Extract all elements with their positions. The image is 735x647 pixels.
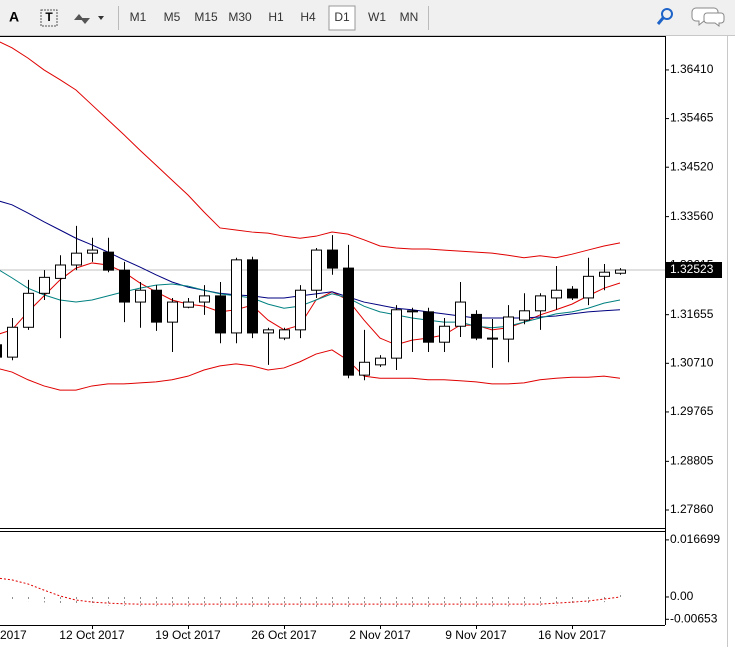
timeframe-button[interactable]: M15 <box>194 10 218 24</box>
x-tick-label: 12 Oct 2017 <box>59 628 125 642</box>
search-icon-handle <box>656 17 665 25</box>
candle-body <box>151 289 162 323</box>
candle-body <box>535 295 546 312</box>
candle-body <box>439 325 450 343</box>
y-tick-label: 1.35465 <box>670 111 714 125</box>
y-tick-label: 1.27860 <box>670 502 714 516</box>
timeframe-button[interactable]: H1 <box>268 10 284 24</box>
timeframe-button[interactable]: M30 <box>228 10 252 24</box>
x-tick-label: 2 Nov 2017 <box>349 628 411 642</box>
search-icon <box>661 8 673 20</box>
timeframe-bar: M1 M5 M15 M30 H1 H4 D1 W1 MN <box>130 5 419 31</box>
main-plot-area <box>0 37 665 528</box>
candle-body <box>87 249 98 254</box>
y-tick-label: 1.30710 <box>670 355 714 369</box>
candle-body <box>503 316 514 340</box>
timeframe-button[interactable]: M1 <box>130 10 147 24</box>
x-tick-label: 16 Nov 2017 <box>538 628 606 642</box>
candle-body <box>39 276 50 294</box>
timeframe-button[interactable]: M5 <box>164 10 181 24</box>
candle-body <box>263 329 274 334</box>
dropdown-icon <box>98 16 104 20</box>
candle-body <box>183 301 194 308</box>
candle-body <box>455 301 466 327</box>
chat-button[interactable] <box>691 7 725 27</box>
candle-body <box>375 357 386 366</box>
y-tick-label: 1.36410 <box>670 62 714 76</box>
candle-body <box>567 288 578 299</box>
axes: 1.364101.354651.345201.335601.326151.316… <box>0 62 722 642</box>
candle-body <box>391 309 402 359</box>
candle-body <box>119 269 130 303</box>
current-price-box <box>666 261 722 278</box>
y-tick-label: 1.28805 <box>670 454 714 468</box>
candle-body <box>199 295 210 303</box>
candle-body <box>311 249 322 291</box>
candle-body <box>55 264 66 279</box>
main-plot <box>0 41 665 391</box>
y-tick-label: 1.31655 <box>670 307 714 321</box>
candle-body <box>327 249 338 269</box>
timeframe-button[interactable]: H4 <box>300 10 316 24</box>
candle-body <box>247 259 258 334</box>
candle-body <box>599 271 610 277</box>
x-tick-label: 9 Nov 2017 <box>445 628 507 642</box>
y-tick-label: 1.34520 <box>670 159 714 173</box>
chat-icon <box>703 12 725 27</box>
indicator-line <box>0 41 621 259</box>
candle-body <box>7 326 18 358</box>
text-tool[interactable]: A <box>9 9 19 25</box>
candle-body <box>359 361 370 376</box>
candle-body <box>295 289 306 331</box>
timeframe-button[interactable]: MN <box>400 10 419 24</box>
candle-body <box>279 329 290 339</box>
y-tick-label: 0.00 <box>670 589 694 603</box>
candle-body <box>167 301 178 323</box>
candle-body <box>519 310 530 321</box>
y-tick-label: 0.016699 <box>670 532 720 546</box>
candle-body <box>423 311 434 343</box>
candle-body <box>231 259 242 334</box>
x-tick-label: 19 Oct 2017 <box>155 628 221 642</box>
candle-body <box>583 275 594 299</box>
candle-body <box>551 289 562 299</box>
arrows-tool[interactable] <box>74 14 104 24</box>
candle-body <box>471 313 482 339</box>
current-price-label: 1.32523 <box>670 262 714 276</box>
signal-line <box>0 577 621 605</box>
candle-body <box>23 292 34 328</box>
oscillator-plot <box>0 577 621 608</box>
candle-body <box>407 310 418 313</box>
candle-body <box>343 267 354 376</box>
y-tick-label: 1.29765 <box>670 404 714 418</box>
indicator-line <box>0 200 621 319</box>
x-tick-label: 2017 <box>0 628 27 642</box>
arrow-down-icon <box>80 18 90 24</box>
text-label-tool[interactable]: T <box>45 10 53 24</box>
active-timeframe-frame <box>328 5 356 31</box>
timeframe-button[interactable]: D1 <box>334 10 350 24</box>
x-tick-label: 26 Oct 2017 <box>251 628 317 642</box>
indicator-line <box>0 349 621 391</box>
text-label-tool-frame[interactable] <box>40 9 58 27</box>
y-tick-label: -0.00653 <box>670 611 718 625</box>
candle-body <box>71 252 82 266</box>
indicator-line <box>0 262 621 346</box>
candle-body <box>103 251 114 271</box>
candle-body <box>615 269 626 274</box>
candle-body <box>487 337 498 340</box>
timeframe-button[interactable]: W1 <box>368 10 386 24</box>
candle-body <box>135 289 146 303</box>
search-button[interactable] <box>656 8 673 25</box>
toolbar <box>0 0 735 36</box>
candle-body <box>215 295 226 334</box>
candle-body <box>0 344 2 358</box>
y-tick-label: 1.33560 <box>670 209 714 223</box>
indicator-line <box>0 269 621 329</box>
